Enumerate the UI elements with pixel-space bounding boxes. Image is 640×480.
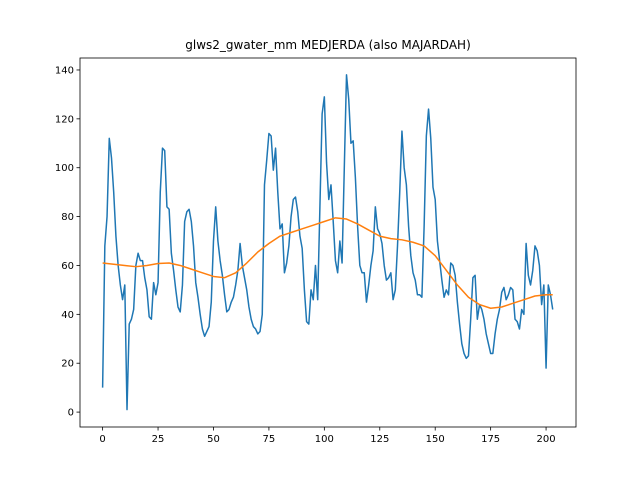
x-tick-label: 125 [370,434,389,445]
x-tick-label: 175 [481,434,500,445]
y-tick-label: 100 [55,163,74,174]
y-tick-label: 40 [61,310,74,321]
axes-frame [79,57,577,428]
x-tick-label: 200 [537,434,556,445]
y-tick-label: 20 [61,359,74,370]
x-tick-label: 0 [99,434,105,445]
x-tick-label: 25 [152,434,165,445]
x-tick-label: 75 [263,434,276,445]
x-tick-label: 50 [207,434,220,445]
chart-title: glws2_gwater_mm MEDJERDA (also MAJARDAH) [185,38,471,52]
y-tick-label: 140 [55,65,74,76]
x-tick-label: 150 [426,434,445,445]
y-tick-label: 0 [68,408,74,419]
y-tick-label: 60 [61,261,74,272]
x-tick-label: 100 [315,434,334,445]
y-tick-label: 80 [61,212,74,223]
series-line [102,217,553,309]
y-tick-label: 120 [55,114,74,125]
series-line [101,74,554,411]
